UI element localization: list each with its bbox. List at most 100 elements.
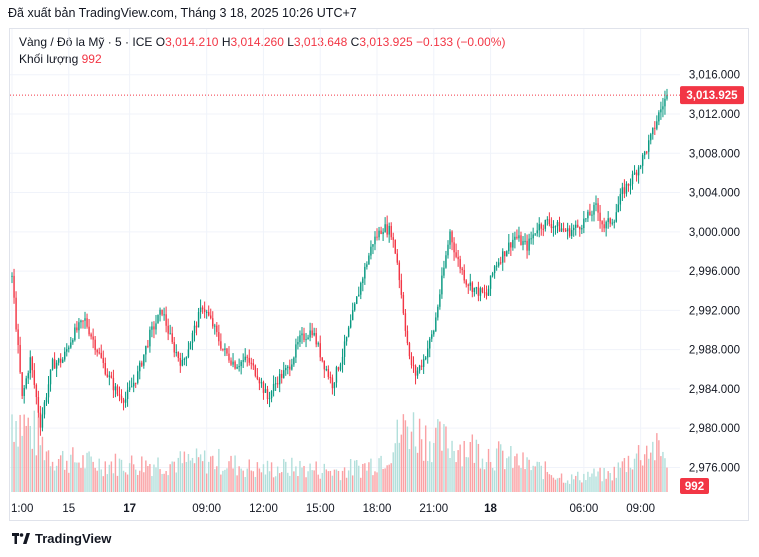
candle-body <box>396 253 399 263</box>
candle-body <box>455 252 457 257</box>
volume-bar <box>487 448 490 492</box>
candle-body <box>86 318 88 327</box>
candle-body <box>134 382 137 384</box>
y-axis-tick-label: 2,984.000 <box>689 384 740 396</box>
candle-body <box>530 238 532 240</box>
volume-bar <box>43 460 46 492</box>
candle-body <box>473 287 476 292</box>
volume-bar <box>623 458 626 492</box>
candle-body <box>666 95 668 99</box>
candle-body <box>35 384 38 398</box>
volume-bar <box>15 421 17 492</box>
symbol-label[interactable]: Vàng / Đô la Mỹ · 5 · ICE <box>19 35 153 49</box>
volume-bar <box>13 441 15 492</box>
volume-bar <box>374 471 376 492</box>
volume-bar <box>455 462 457 492</box>
volume-bar <box>151 476 153 492</box>
volume-bar <box>106 474 109 492</box>
candle-body <box>333 382 336 389</box>
volume-bar <box>49 466 52 492</box>
volume-bar <box>495 448 498 492</box>
volume-bar <box>92 461 94 492</box>
open-value: 3,014.210 <box>165 35 219 49</box>
candle-body <box>495 265 498 267</box>
volume-bar <box>256 462 259 492</box>
last-volume-badge <box>680 478 709 494</box>
candle-body <box>467 284 469 286</box>
volume-bar <box>493 470 496 492</box>
volume-bar <box>424 425 427 492</box>
chart-frame[interactable] <box>9 28 749 521</box>
volume-bar <box>633 458 636 492</box>
candle-body <box>629 184 632 186</box>
candle-body <box>185 356 188 359</box>
volume-bar <box>514 456 516 492</box>
volume-bar <box>274 476 277 492</box>
candle-body <box>291 364 293 370</box>
candle-body <box>435 317 437 331</box>
volume-bar <box>299 460 301 492</box>
volume-bar <box>169 464 171 492</box>
candle-body <box>560 228 563 232</box>
volume-bar <box>311 470 313 492</box>
volume-bar <box>347 470 350 492</box>
volume-bar <box>266 460 269 492</box>
candle-body <box>526 240 528 251</box>
candle-body <box>319 343 321 358</box>
candle-body <box>583 218 585 229</box>
volume-bar <box>463 440 465 492</box>
volume-bar <box>102 476 104 492</box>
volume-bar <box>226 468 228 492</box>
volume-bar <box>242 470 244 492</box>
volume-bar <box>648 458 650 492</box>
candle-body <box>522 241 524 245</box>
volume-bar <box>548 474 551 492</box>
candle-body <box>499 262 502 264</box>
volume-bar <box>76 462 78 492</box>
volume-bar <box>29 425 31 492</box>
volume-label[interactable]: Khối lượng <box>19 52 79 66</box>
candle-body <box>126 389 129 399</box>
candle-body <box>493 266 496 274</box>
volume-bar <box>601 481 603 492</box>
volume-bar <box>114 453 117 492</box>
candle-body <box>203 309 206 312</box>
candle-body <box>39 412 42 428</box>
candle-body <box>293 357 295 365</box>
volume-bar <box>447 448 449 492</box>
volume-bar <box>591 473 593 492</box>
x-axis-tick-label: 18 <box>484 503 497 515</box>
candle-body <box>327 369 330 377</box>
volume-bar <box>291 457 293 492</box>
candle-body <box>207 311 210 316</box>
volume-bar <box>658 440 660 492</box>
candle-body <box>102 357 104 363</box>
candle-body <box>250 362 253 364</box>
volume-bar <box>400 434 403 492</box>
candle-body <box>88 326 90 335</box>
volume-bar <box>540 465 542 492</box>
y-axis-tick-label: 3,016.000 <box>689 70 740 82</box>
candle-body <box>445 255 447 268</box>
candle-body <box>429 338 431 349</box>
volume-bar <box>124 472 127 492</box>
candle-body <box>191 332 194 344</box>
candle-body <box>414 365 417 376</box>
volume-bar <box>201 461 204 492</box>
candle-body <box>380 230 382 235</box>
candle-body <box>524 240 526 242</box>
volume-bar <box>504 469 506 492</box>
candle-body <box>175 352 177 354</box>
candle-body <box>552 226 555 229</box>
footer-brand[interactable]: TradingView <box>12 531 111 546</box>
volume-bar <box>518 465 520 492</box>
y-axis-tick-label: 2,996.000 <box>689 266 740 278</box>
candle-body <box>258 379 261 384</box>
candle-body <box>568 228 571 236</box>
candle-body <box>660 109 662 113</box>
candle-body <box>311 330 313 336</box>
volume-bar <box>238 466 240 492</box>
volume-bar <box>343 467 346 492</box>
candle-body <box>609 218 611 224</box>
